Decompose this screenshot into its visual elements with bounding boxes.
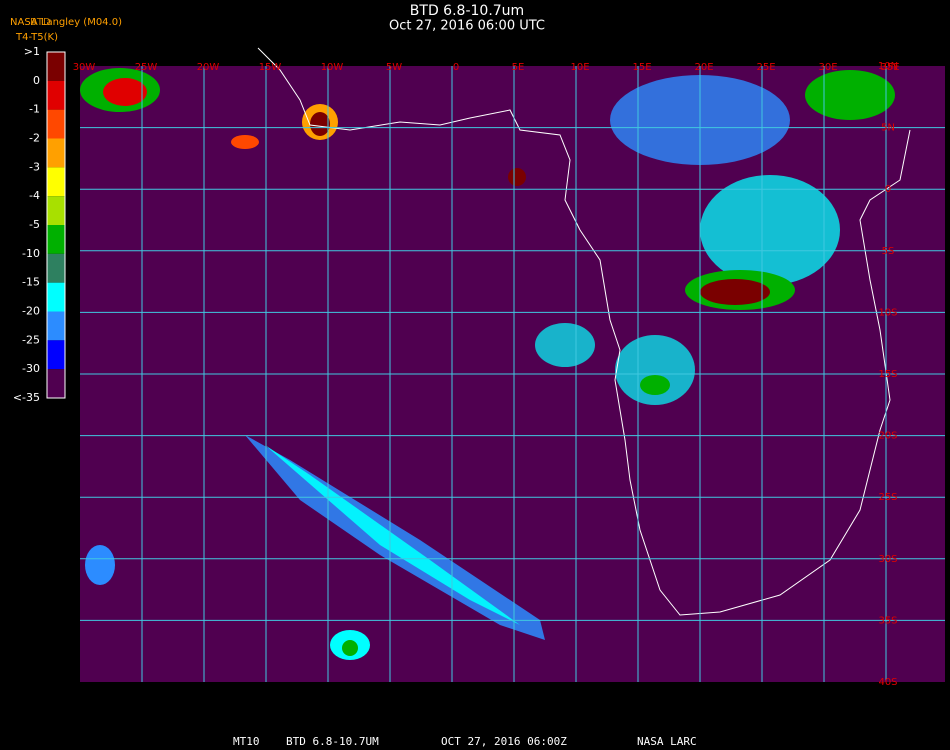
legend-swatch bbox=[47, 369, 65, 398]
legend-swatch bbox=[47, 167, 65, 197]
legend-label: -10 bbox=[22, 247, 40, 260]
subtitle: Oct 27, 2016 06:00 UTC bbox=[389, 19, 545, 34]
longitude-label: 20E bbox=[694, 62, 713, 73]
latitude-label: 15S bbox=[878, 369, 897, 380]
coastline bbox=[257, 47, 911, 616]
legend-swatch bbox=[47, 225, 65, 254]
longitude-label: 5E bbox=[512, 62, 525, 73]
legend-label: -25 bbox=[22, 333, 40, 346]
legend-label: -1 bbox=[29, 103, 40, 116]
latitude-label: 25S bbox=[878, 492, 897, 503]
legend-label: -2 bbox=[29, 132, 40, 145]
latitude-label: 0 bbox=[885, 184, 891, 195]
cloud bbox=[700, 279, 770, 305]
cloud bbox=[700, 175, 840, 285]
cloud bbox=[508, 168, 526, 186]
legend-frame bbox=[46, 51, 66, 399]
legend: >1 0 -1 -2 -3 -4 -5 -10 -15 -20 -25 -30 <-35 bbox=[13, 45, 66, 404]
legend-swatch bbox=[47, 282, 65, 312]
clouds bbox=[80, 68, 895, 660]
latitude-label: 5S bbox=[882, 246, 895, 257]
legend-label: -20 bbox=[22, 305, 40, 318]
longitude-label: 25E bbox=[756, 62, 775, 73]
cloud bbox=[342, 640, 358, 656]
longitude-label: 5W bbox=[386, 62, 402, 73]
longitude-label: 0 bbox=[453, 62, 459, 73]
legend-swatch bbox=[47, 80, 65, 110]
legend-label: -15 bbox=[22, 276, 40, 289]
graticule: 30W 25W 20W 15W 10W 5W 0 5E 10E 15E 20E 25E 30E 35E10… bbox=[73, 61, 945, 688]
latitude-label: 35S bbox=[878, 615, 897, 626]
units: T4-T5(K) bbox=[15, 32, 58, 43]
cloud bbox=[85, 545, 115, 585]
legend-label: >1 bbox=[24, 45, 40, 58]
legend-label: 0 bbox=[33, 74, 40, 87]
legend-label: -5 bbox=[29, 218, 40, 231]
footer-satellite: MT10 bbox=[233, 735, 260, 748]
longitude-label: 30W bbox=[73, 62, 96, 73]
product: BTD bbox=[30, 17, 51, 28]
latitude-label: 10N bbox=[878, 61, 898, 72]
cloud bbox=[535, 323, 595, 367]
longitude-label: 10W bbox=[321, 62, 344, 73]
cloud bbox=[615, 335, 695, 405]
title: BTD 6.8-10.7um bbox=[410, 3, 524, 19]
cloud bbox=[310, 112, 330, 136]
footer-source: NASA LARC bbox=[637, 735, 697, 748]
longitude-label: 15E bbox=[632, 62, 651, 73]
legend-swatch bbox=[47, 311, 65, 341]
source: NASA Langley (M04.0) bbox=[10, 17, 122, 28]
legend-swatch bbox=[47, 340, 65, 370]
legend-swatch bbox=[47, 196, 65, 225]
legend-swatch bbox=[47, 52, 65, 81]
legend-label: -4 bbox=[29, 189, 40, 202]
latitude-label: 5N bbox=[881, 123, 895, 134]
longitude-label: 10E bbox=[570, 62, 589, 73]
cloud bbox=[640, 375, 670, 395]
latitude-label: 40S bbox=[878, 677, 897, 688]
footer-time: OCT 27, 2016 06:00Z bbox=[441, 735, 567, 748]
longitude-label: 15W bbox=[259, 62, 282, 73]
legend-swatch bbox=[47, 138, 65, 168]
legend-swatch bbox=[47, 253, 65, 283]
latitude-label: 30S bbox=[878, 554, 897, 565]
longitude-label: 35E bbox=[880, 62, 899, 73]
cloud bbox=[103, 78, 147, 106]
legend-label: -30 bbox=[22, 362, 40, 375]
longitude-label: 20W bbox=[197, 62, 220, 73]
latitude-label: 10S bbox=[878, 307, 897, 318]
legend-label: <-35 bbox=[13, 391, 40, 404]
latitude-label: 20S bbox=[878, 431, 897, 442]
legend-label: -3 bbox=[29, 160, 40, 173]
footer-product: BTD 6.8-10.7UM bbox=[286, 735, 379, 748]
longitude-label: 25W bbox=[135, 62, 158, 73]
cloud-band bbox=[265, 445, 520, 625]
cloud bbox=[805, 70, 895, 120]
cloud bbox=[231, 135, 259, 149]
legend-swatch bbox=[47, 109, 65, 139]
longitude-label: 30E bbox=[818, 62, 837, 73]
